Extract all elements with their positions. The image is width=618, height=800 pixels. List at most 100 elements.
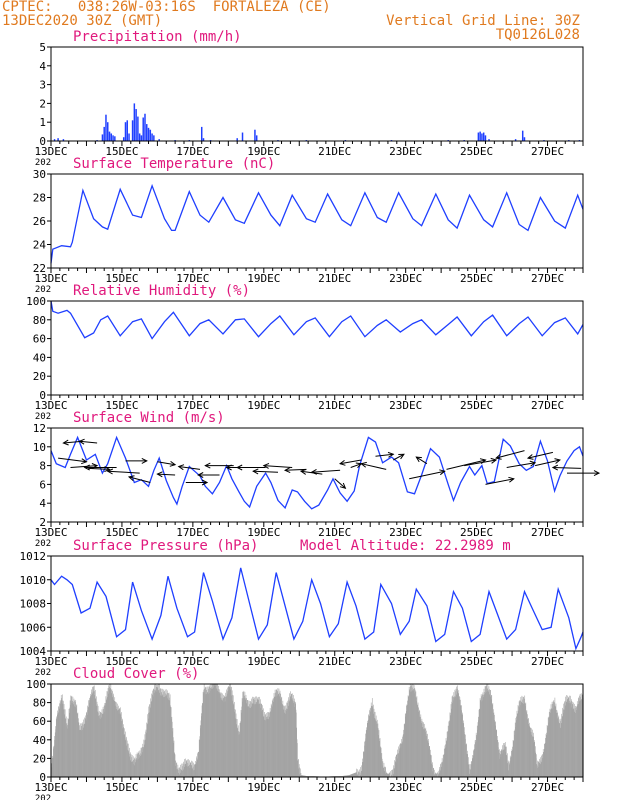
x-tick-label: 23DEC — [389, 272, 422, 285]
cloud-bar — [420, 714, 422, 777]
cloud-bar — [177, 770, 178, 777]
cloud-bar — [419, 716, 420, 777]
cloud-bar — [168, 692, 170, 777]
cloud-bar — [59, 708, 61, 777]
cloud-bar — [442, 761, 443, 777]
cloud-bar — [345, 775, 347, 777]
cloud-bar — [119, 708, 120, 777]
cloud-bar — [529, 722, 530, 777]
cloud-bar — [209, 693, 210, 777]
cloud-bar — [103, 709, 105, 777]
cloud-bar — [459, 697, 461, 777]
cloud-bar — [126, 745, 128, 777]
cloud-bar — [253, 698, 254, 777]
cloud-bar — [296, 739, 298, 777]
cloud-bar — [536, 764, 538, 777]
cloud-bar — [517, 705, 519, 777]
cloud-bar — [303, 775, 305, 777]
cloud-bar — [281, 696, 283, 777]
cloud-bar — [382, 765, 383, 777]
cloud-bar — [403, 729, 404, 777]
cloud-bar — [489, 690, 491, 777]
cloud-bar — [464, 734, 466, 777]
cloud-bar — [484, 686, 486, 777]
y-tick-label: 4 — [39, 497, 46, 510]
cloud-bar — [148, 712, 150, 777]
cloud-bar — [374, 711, 375, 777]
cloud-bar — [573, 702, 574, 777]
cloud-bar — [499, 749, 500, 777]
cloud-bar — [255, 696, 256, 777]
cloud-bar — [241, 712, 242, 777]
cloud-bar — [432, 771, 434, 777]
cloud-bar — [462, 723, 464, 777]
cloud-bar — [164, 690, 165, 777]
cloud-bar — [520, 697, 522, 777]
cloud-bar — [284, 706, 285, 777]
cloud-bar — [552, 708, 553, 777]
cloud-bar — [540, 757, 541, 777]
cloud-bar — [249, 700, 251, 777]
x-tick-label: 17DEC — [176, 399, 209, 412]
cloud-bar — [92, 686, 93, 777]
x-tick-label: 19DEC — [247, 145, 280, 158]
cloud-bar — [351, 774, 352, 777]
cloud-bar — [405, 712, 407, 777]
cloud-bar — [192, 766, 194, 777]
cloud-bar — [447, 731, 449, 777]
x-tick-label: 27DEC — [531, 781, 564, 794]
cloud-bar — [539, 762, 540, 777]
cloud-bar — [234, 709, 236, 777]
x-tick-label: 15DEC — [105, 655, 138, 668]
cloud-bar — [182, 763, 184, 777]
cloud-bar — [509, 764, 511, 777]
cloud-bar — [372, 705, 374, 777]
wind-vector-head — [204, 462, 211, 469]
cloud-bar — [200, 720, 202, 777]
cloud-bar — [404, 713, 406, 777]
cloud-bar — [544, 748, 545, 777]
cloud-bar — [189, 760, 190, 777]
cloud-bar — [474, 749, 476, 777]
cloud-bar — [449, 712, 451, 777]
cloud-bar — [58, 706, 59, 777]
cloud-bar — [378, 730, 380, 777]
cloud-bar — [251, 698, 252, 777]
cloud-bar — [386, 772, 387, 777]
cloud-bar — [235, 709, 236, 777]
cloud-bar — [357, 769, 358, 777]
cloud-bar — [82, 727, 84, 777]
cloud-bar — [106, 691, 108, 777]
cloud-bar — [211, 684, 213, 777]
cloud-bar — [537, 760, 538, 777]
cloud-bar — [473, 750, 474, 777]
y-tick-label: 100 — [26, 295, 46, 308]
cloud-bar — [580, 700, 582, 777]
cloud-bar — [190, 762, 191, 777]
precip-bar — [131, 120, 134, 141]
cloud-bar — [273, 693, 275, 777]
cloud-bar — [174, 753, 175, 777]
cloud-bar — [133, 758, 135, 777]
cloud-bar — [456, 688, 458, 777]
cloud-bar — [181, 770, 183, 777]
cloud-bar — [266, 716, 267, 777]
y-tick-label: 22 — [33, 262, 46, 275]
cloud-bar — [199, 739, 200, 777]
cloud-bar — [568, 697, 570, 777]
cloud-bar — [427, 741, 429, 777]
cloud-bar — [256, 702, 257, 777]
cloud-bar — [154, 689, 156, 777]
y-tick-label: 5 — [39, 41, 46, 54]
cloud-bar — [413, 690, 414, 777]
y-tick-label: 8 — [39, 460, 46, 473]
cloud-bar — [299, 768, 301, 777]
cloud-bar — [491, 704, 493, 777]
cloud-bar — [395, 761, 396, 777]
cloud-bar — [495, 721, 496, 777]
cloud-bar — [54, 732, 56, 777]
cloud-bar — [168, 693, 169, 777]
cloud-bar — [273, 698, 274, 777]
cloud-bar — [175, 760, 177, 777]
